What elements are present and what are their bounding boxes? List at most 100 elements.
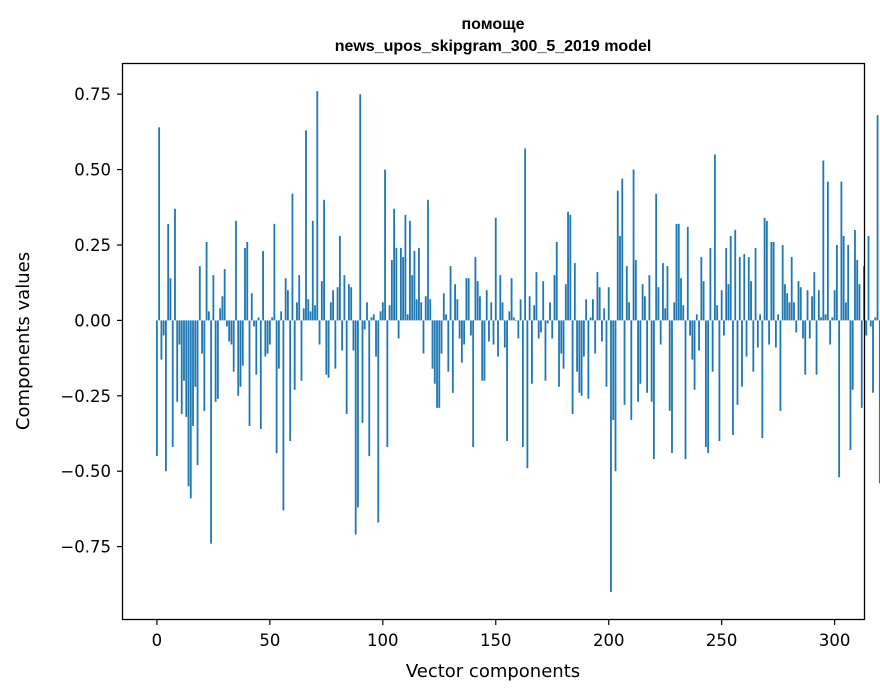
bar (289, 320, 292, 442)
bar (402, 257, 405, 321)
bar (512, 317, 515, 321)
x-tick-label: 200 (593, 631, 625, 650)
bar (397, 320, 400, 339)
bar (235, 220, 237, 321)
x-tick-label: 250 (706, 631, 738, 650)
bar (858, 284, 861, 321)
bar (673, 302, 676, 321)
bar (370, 317, 373, 321)
bar (404, 214, 407, 321)
bar (216, 320, 219, 399)
bar (542, 281, 545, 321)
bar (440, 320, 443, 354)
bar (865, 320, 868, 336)
bar (528, 296, 531, 321)
bar (603, 308, 606, 321)
bar (232, 320, 235, 372)
bar (596, 272, 599, 321)
bar (671, 320, 673, 454)
bar (808, 320, 811, 339)
bar (734, 229, 737, 321)
bar (845, 302, 847, 321)
bar (867, 235, 870, 321)
bar (244, 247, 246, 321)
bar (318, 320, 321, 345)
bar (822, 160, 825, 321)
bar (526, 320, 529, 469)
bar (178, 320, 181, 345)
bar (689, 320, 691, 336)
bar (702, 281, 705, 321)
bar (519, 299, 522, 321)
bar (718, 320, 721, 442)
bar (171, 320, 174, 448)
bar (155, 320, 158, 457)
bar (320, 281, 323, 321)
bar (759, 314, 761, 321)
bar (221, 296, 224, 321)
bar (772, 241, 775, 321)
bar (361, 320, 364, 423)
bar (813, 272, 816, 321)
y-tick-label: −0.25 (60, 387, 111, 406)
bar (329, 302, 332, 321)
y-tick-label: 0.50 (74, 161, 111, 180)
bar (399, 247, 402, 321)
bar (641, 284, 644, 321)
bar (479, 296, 481, 321)
bar (271, 317, 274, 321)
bar (363, 320, 366, 330)
bar (214, 320, 217, 402)
bar (732, 320, 734, 436)
bar (470, 320, 472, 336)
bar (167, 223, 170, 321)
bar (562, 320, 565, 369)
bar (564, 284, 567, 321)
bar (192, 320, 194, 426)
bar (695, 314, 698, 321)
bar (811, 296, 813, 321)
bar (614, 320, 617, 472)
bar (253, 320, 255, 327)
bar (788, 302, 791, 321)
bar (377, 320, 380, 523)
x-axis-label: Vector components (406, 661, 580, 682)
bar (311, 220, 314, 321)
bar (316, 91, 319, 321)
bar (451, 320, 454, 393)
bar (162, 320, 165, 336)
bar (277, 320, 280, 369)
bar (653, 320, 655, 460)
bar (372, 314, 375, 321)
bar (874, 317, 877, 321)
bar (569, 214, 572, 321)
bar (551, 320, 554, 339)
bar (623, 320, 626, 405)
bar (438, 320, 441, 408)
bar (388, 305, 391, 321)
bar (646, 320, 649, 393)
bar (196, 320, 199, 466)
plot-frame (121, 62, 866, 621)
bar (266, 320, 269, 354)
bar (255, 320, 258, 375)
bar (555, 241, 558, 321)
bar (752, 320, 755, 372)
bar (305, 130, 307, 321)
bar (531, 320, 533, 384)
bar (709, 247, 712, 321)
y-tick-label: 0.75 (74, 85, 111, 104)
bar (465, 278, 468, 321)
bar (849, 320, 852, 451)
bar (345, 320, 348, 414)
bar (174, 208, 176, 321)
bar (546, 320, 549, 324)
bar (210, 320, 213, 544)
bar (309, 311, 312, 321)
bar (770, 241, 773, 321)
bar (720, 290, 723, 321)
bar (185, 320, 188, 417)
bar (847, 244, 850, 321)
bar (601, 320, 603, 342)
bar (826, 181, 829, 321)
